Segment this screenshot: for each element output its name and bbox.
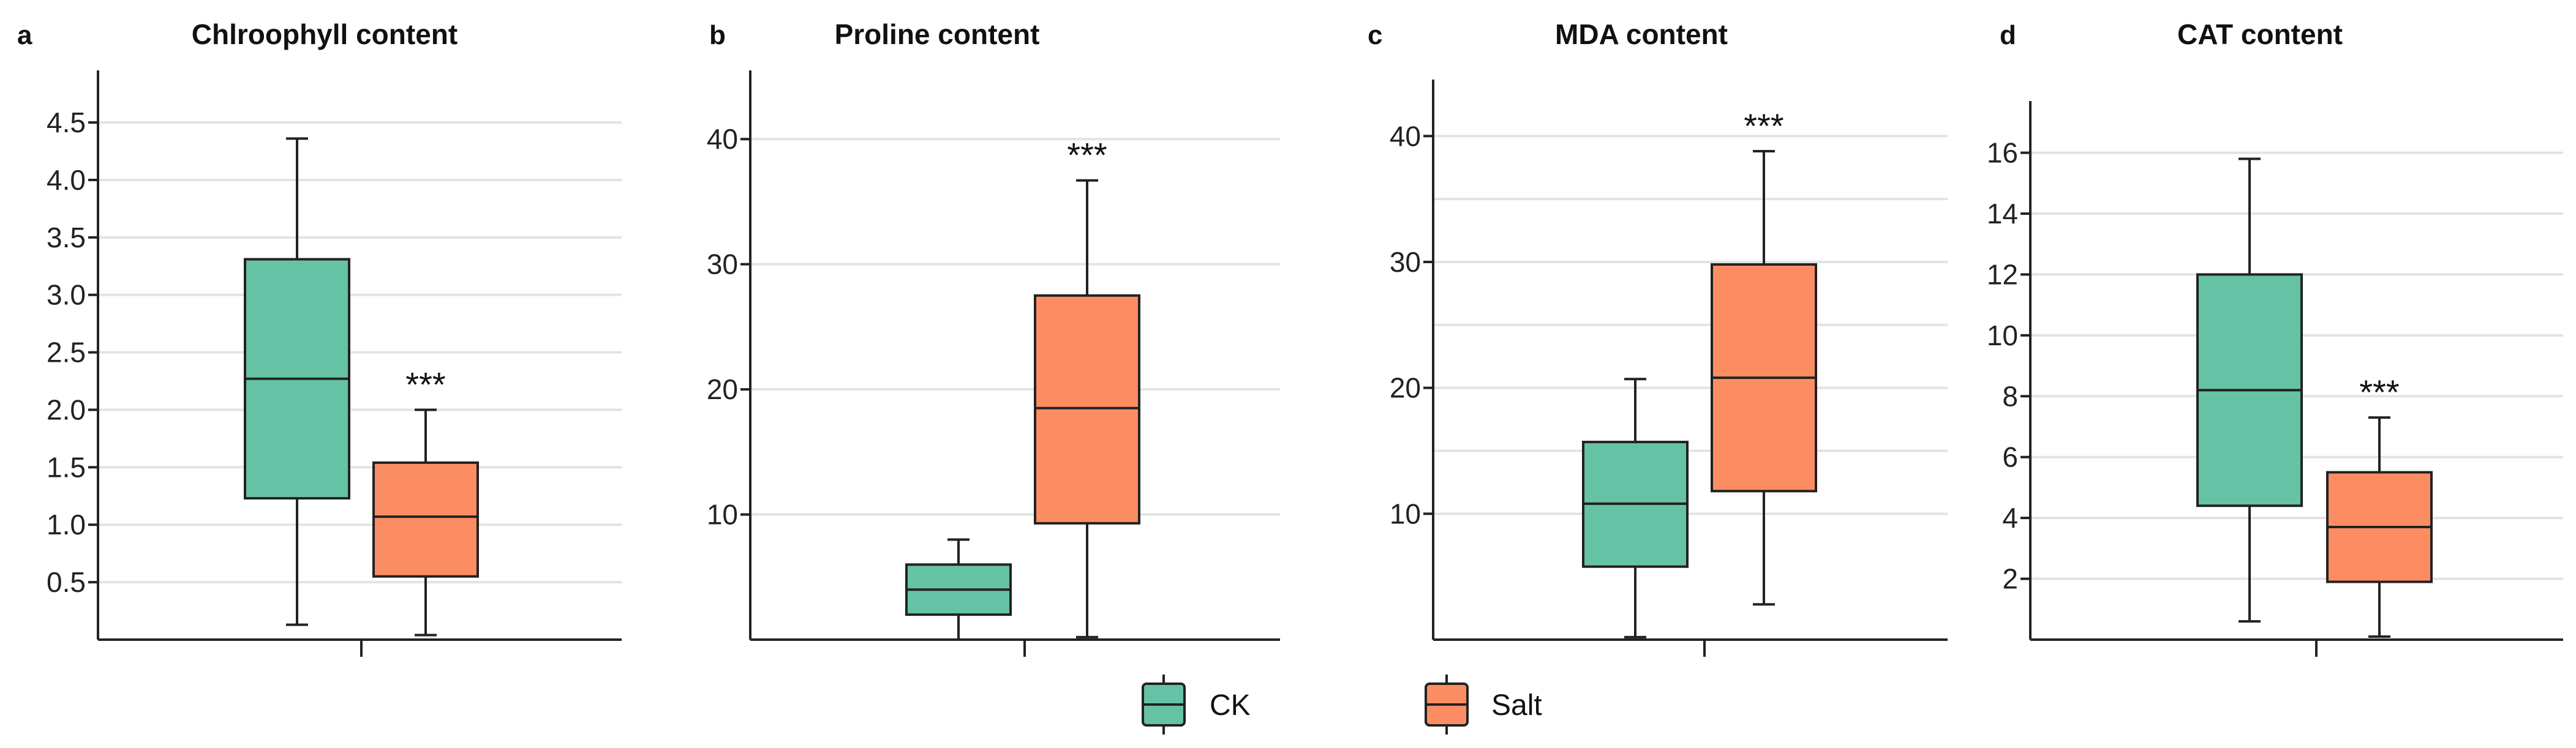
panel-title: Proline content <box>835 18 1040 50</box>
y-tick-label: 20 <box>1390 372 1421 404</box>
panel-c: c MDA content 10 20 30 40 *** <box>1368 18 1948 657</box>
y-tick-label: 10 <box>707 499 738 531</box>
y-tick-label: 1.0 <box>47 509 86 540</box>
y-tick-label: 6 <box>2002 441 2018 473</box>
y-tick-label: 8 <box>2002 380 2018 412</box>
legend-item-salt: Salt <box>1425 675 1542 735</box>
y-tick-label: 1.5 <box>47 451 86 483</box>
significance-label: *** <box>1744 107 1783 145</box>
legend-label: CK <box>1210 689 1251 722</box>
y-tick-label: 4.5 <box>47 107 86 138</box>
y-tick-label: 40 <box>707 123 738 155</box>
y-tick-label: 10 <box>1987 320 2018 351</box>
y-tick-label: 10 <box>1390 498 1421 529</box>
y-tick-label: 2 <box>2002 563 2018 595</box>
y-tick-label: 4.0 <box>47 164 86 196</box>
y-tick-label: 3.0 <box>47 279 86 311</box>
panel-letter: b <box>709 20 726 50</box>
y-tick-label: 12 <box>1987 258 2018 290</box>
y-tick-label: 30 <box>1390 246 1421 278</box>
significance-label: *** <box>1067 136 1107 174</box>
panel-letter: c <box>1368 20 1382 50</box>
box-ck <box>244 137 350 626</box>
legend-label: Salt <box>1491 689 1542 722</box>
legend-item-ck: CK <box>1142 675 1251 735</box>
box-iqr <box>1034 294 1140 525</box>
panel-a: a Chlroophyll content 0.5 1.0 1.5 2.0 2.5 3.0 3.… <box>17 18 622 657</box>
box-salt <box>1711 149 1817 606</box>
y-tick-label: 2.0 <box>47 394 86 425</box>
panel-title: MDA content <box>1555 18 1728 50</box>
box-salt <box>2326 416 2433 638</box>
significance-label: *** <box>2359 373 2399 411</box>
panel-letter: d <box>2000 20 2016 50</box>
panel-title: CAT content <box>2177 18 2343 50</box>
box-iqr <box>372 461 479 578</box>
y-tick-label: 20 <box>707 373 738 405</box>
y-tick-label: 30 <box>707 249 738 280</box>
y-tick-label: 2.5 <box>47 337 86 368</box>
panel-b: b Proline content 10 20 30 40 *** <box>707 18 1280 657</box>
y-tick-label: 14 <box>1987 198 2018 230</box>
y-tick-label: 0.5 <box>47 566 86 598</box>
legend: CK Salt <box>1142 675 1542 735</box>
box-salt <box>372 408 479 637</box>
y-tick-label: 4 <box>2002 502 2018 534</box>
box-salt <box>1034 179 1140 638</box>
box-ck <box>1582 378 1689 638</box>
y-tick-label: 3.5 <box>47 222 86 253</box>
significance-label: *** <box>405 365 445 403</box>
panel-d: d CAT content 2 4 6 8 10 12 14 16 *** <box>1987 18 2563 657</box>
y-tick-label: 40 <box>1390 120 1421 152</box>
box-ck <box>905 538 1012 641</box>
y-tick-label: 16 <box>1987 137 2018 169</box>
panel-letter: a <box>17 20 32 50</box>
box-ck <box>2196 157 2303 623</box>
panel-title: Chlroophyll content <box>192 18 458 50</box>
